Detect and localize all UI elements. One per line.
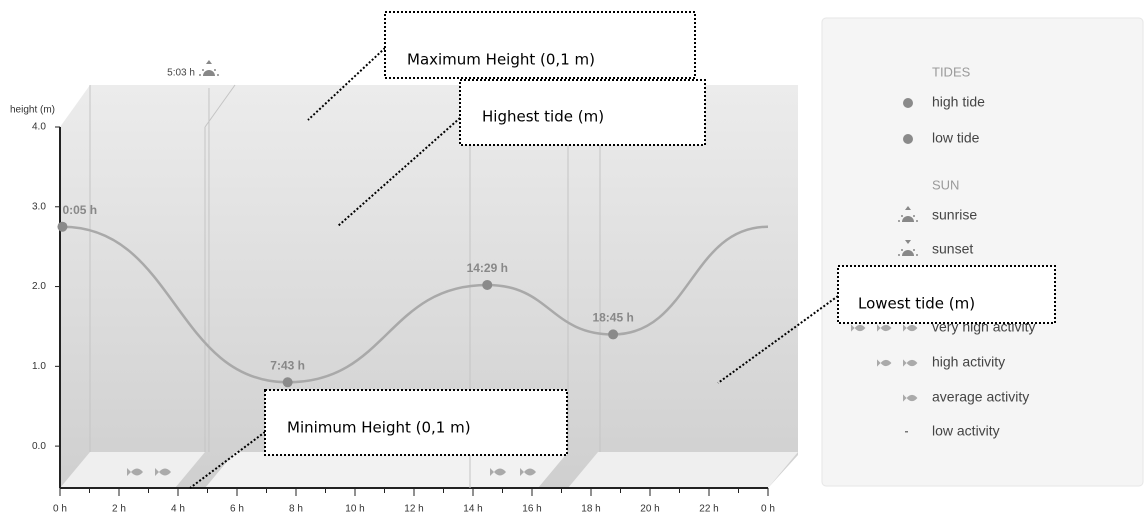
annotation-text: Lowest tide (m) (858, 295, 975, 313)
legend-title: SUN (932, 177, 959, 192)
activity-floor (568, 452, 798, 488)
sun-ray (916, 254, 918, 256)
tide-line (62, 225, 769, 384)
x-tick-label: 0 h (761, 504, 775, 515)
legend-dash (905, 431, 908, 433)
plot: height (m) 0.0 1.0 2.0 3.0 4.0 0 h 2 h 4 h 6 h 8 h… (10, 60, 775, 515)
x-tick-label: 12 h (404, 504, 423, 515)
fish-icon (155, 468, 171, 476)
sun-ray (913, 249, 915, 251)
fish-icon (851, 324, 866, 332)
x-tick-label: 16 h (522, 504, 541, 515)
legend-panel (821, 17, 1144, 487)
sun-ray (901, 215, 903, 217)
fish-icon (877, 359, 892, 367)
x-tick-label: 2 h (112, 504, 126, 515)
annotation-box (384, 11, 696, 79)
sun-ray (216, 74, 219, 76)
tide-point (57, 221, 68, 232)
x-tick-label: 6 h (230, 504, 244, 515)
sun-ray (898, 254, 900, 256)
x-tick-label: 0 h (53, 504, 67, 515)
fish-icon (903, 324, 918, 332)
legend-label: high tide (932, 94, 985, 110)
annotation-box (837, 265, 1056, 324)
tide-time-label: 18:45 h (592, 311, 633, 325)
sun-ray (913, 215, 915, 217)
tide-time-label: 14:29 h (467, 261, 508, 275)
legend-label: sunrise (932, 207, 977, 223)
annotations: Maximum Height (0,1 m) Highest tide (m) Lo… (189, 11, 1056, 489)
y-tick-label: 3.0 (32, 201, 46, 212)
sun-arrow (205, 60, 212, 64)
sun-arrow (905, 240, 911, 244)
x-tick-label: 20 h (640, 504, 659, 515)
legend-label: low tide (932, 130, 980, 146)
x-tick-label: 14 h (463, 504, 482, 515)
fish-icon (490, 468, 506, 476)
sun-icon (202, 70, 215, 76)
x-tick-label: 18 h (581, 504, 600, 515)
y-tick-label: 1.0 (32, 361, 46, 372)
annotation-text: Highest tide (m) (482, 108, 604, 126)
legend-marker (903, 98, 913, 108)
y-axis-label: height (m) (10, 105, 55, 116)
activity-floor (60, 452, 205, 488)
sun-icon (902, 250, 914, 256)
fish-icon (903, 359, 918, 367)
legend-label: low activity (932, 423, 1000, 439)
x-tick-label: 4 h (171, 504, 185, 515)
activity-floor (205, 452, 568, 488)
annotation-leader (307, 47, 386, 121)
sun-icon (902, 216, 914, 222)
annotation-text: Maximum Height (0,1 m) (407, 51, 595, 69)
legend-label: high activity (932, 354, 1005, 370)
fish-icon (903, 394, 918, 402)
separator-lines (89, 84, 601, 452)
x-tick-label: 10 h (345, 504, 364, 515)
fish-icon (877, 324, 892, 332)
legend-label: average activity (932, 389, 1029, 405)
annotation-box (459, 79, 706, 146)
x-tick-label: 8 h (289, 504, 303, 515)
y-tick-label: 0.0 (32, 441, 46, 452)
fish-icon (520, 468, 536, 476)
sun-ray (213, 69, 216, 71)
tide-point (608, 329, 619, 340)
sun-ray (916, 220, 918, 222)
tide-time-label: 7:43 h (270, 358, 305, 372)
sun-ray (198, 74, 201, 76)
sun-arrow (905, 206, 911, 210)
annotation-text: Minimum Height (0,1 m) (287, 419, 471, 437)
legend-marker (903, 134, 913, 144)
sunrise-label: 5:03 h (167, 68, 195, 79)
tide-time-label: 0:05 h (62, 203, 97, 217)
sun-ray (898, 220, 900, 222)
annotation-box (264, 389, 568, 456)
tide-point (282, 377, 293, 388)
sun-ray (901, 249, 903, 251)
sun-ray (201, 69, 204, 71)
legend-title: TIDES (932, 64, 971, 79)
y-tick-label: 4.0 (32, 122, 46, 133)
annotation-leader (337, 117, 461, 227)
x-tick-label: 22 h (699, 504, 718, 515)
y-tick-label: 2.0 (32, 281, 46, 292)
annotation-leader (717, 295, 839, 384)
plot-background (60, 85, 798, 488)
tide-point (482, 279, 493, 290)
legend-label: sunset (932, 241, 973, 257)
fish-icon (127, 468, 143, 476)
